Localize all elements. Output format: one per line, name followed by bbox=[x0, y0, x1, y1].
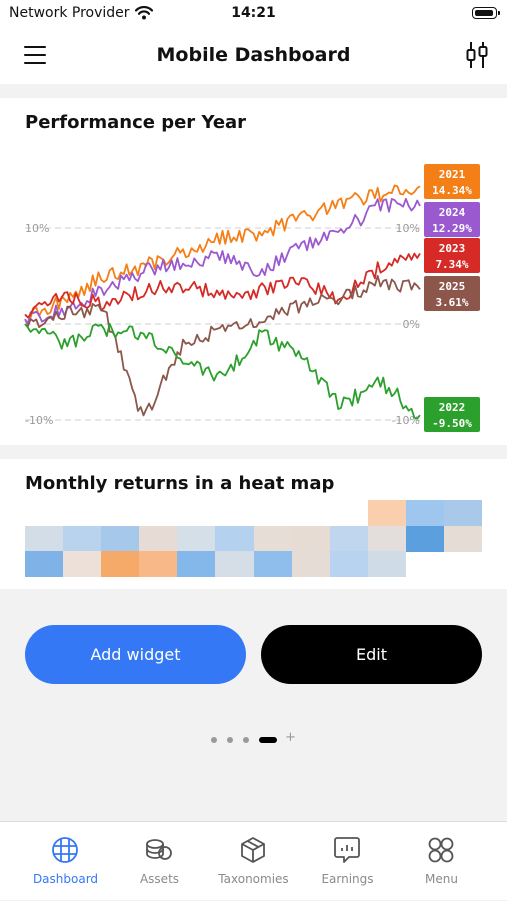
legend-year-2023: 2023 bbox=[439, 242, 466, 255]
heatmap-cell bbox=[63, 551, 102, 577]
heatmap-cell bbox=[367, 500, 407, 526]
performance-card[interactable]: Performance per Year 10% -10% 10% 0% -10% 202… bbox=[0, 98, 507, 445]
y-tick-label-left: 10% bbox=[25, 222, 49, 235]
series-line-2022 bbox=[24, 322, 421, 420]
heatmap-cell bbox=[443, 525, 483, 552]
heatmap-cell bbox=[139, 551, 178, 577]
legend-box-2021 bbox=[424, 164, 480, 199]
heatmap-cell bbox=[367, 551, 407, 577]
coins-icon bbox=[143, 834, 175, 866]
heatmap-cell bbox=[253, 525, 293, 552]
heatmap-cell bbox=[63, 525, 102, 552]
candlestick-icon[interactable] bbox=[464, 40, 490, 70]
series-line-2024 bbox=[24, 197, 421, 325]
series-line-2021 bbox=[24, 184, 421, 326]
heatmap-title: Monthly returns in a heat map bbox=[25, 473, 335, 494]
battery-icon bbox=[472, 7, 500, 19]
heatmap-cell bbox=[443, 500, 483, 526]
heatmap-cell bbox=[291, 551, 331, 577]
legend-year-2025: 2025 bbox=[439, 280, 466, 293]
status-bar: Network Provider 14:21 bbox=[0, 0, 507, 28]
performance-chart: 10% -10% 10% 0% -10% 2021 14.34% 2024 12.29% 2023… bbox=[24, 164, 480, 432]
legend-box-2023 bbox=[424, 238, 480, 273]
tab-bar: Dashboard Assets Taxonomies bbox=[0, 821, 507, 900]
four-circles-icon bbox=[425, 834, 457, 866]
tab-dashboard[interactable]: Dashboard bbox=[15, 822, 116, 901]
y-tick-label-right: 10% bbox=[396, 222, 420, 235]
tab-label: Earnings bbox=[321, 872, 374, 886]
page-indicator[interactable]: + bbox=[209, 730, 299, 747]
page-dot[interactable] bbox=[227, 737, 233, 743]
legend-value-2021: 14.34% bbox=[432, 184, 472, 197]
legend-value-2024: 12.29% bbox=[432, 222, 472, 235]
tab-label: Taxonomies bbox=[218, 872, 289, 886]
tab-label: Assets bbox=[139, 872, 180, 886]
wifi-icon bbox=[134, 5, 154, 24]
navigation-bar: Mobile Dashboard bbox=[0, 28, 507, 84]
legend-box-2022 bbox=[424, 397, 480, 432]
heatmap-cell bbox=[215, 551, 254, 577]
tab-menu[interactable]: Menu bbox=[391, 822, 492, 901]
legend-year-2024: 2024 bbox=[439, 206, 466, 219]
series-line-2023 bbox=[24, 252, 421, 319]
y-tick-label-right: -10% bbox=[392, 414, 420, 427]
y-tick-label-left: -10% bbox=[25, 414, 53, 427]
heatmap-cell bbox=[405, 500, 445, 526]
tab-assets[interactable]: Assets bbox=[109, 822, 210, 901]
heatmap-cell bbox=[329, 525, 369, 552]
tab-earnings[interactable]: Earnings bbox=[297, 822, 398, 901]
page-dot[interactable] bbox=[211, 737, 217, 743]
heatmap-cell bbox=[253, 551, 293, 577]
heatmap-cell bbox=[139, 525, 178, 552]
series-line-2025 bbox=[24, 275, 421, 417]
heatmap-cell bbox=[101, 525, 140, 552]
earnings-chat-icon bbox=[331, 834, 363, 866]
tab-label: Menu bbox=[425, 872, 458, 886]
heatmap-cell bbox=[405, 525, 445, 552]
cube-icon bbox=[237, 834, 269, 866]
heatmap-cell bbox=[329, 551, 369, 577]
performance-title: Performance per Year bbox=[25, 112, 247, 133]
heatmap-cell bbox=[291, 525, 331, 552]
heatmap-cell bbox=[367, 525, 407, 552]
tab-taxonomies[interactable]: Taxonomies bbox=[203, 822, 304, 901]
page-dot[interactable] bbox=[243, 737, 249, 743]
tab-label: Dashboard bbox=[32, 872, 99, 886]
hamburger-icon[interactable] bbox=[24, 46, 46, 64]
legend-box-2024 bbox=[424, 202, 480, 237]
clock: 14:21 bbox=[231, 5, 276, 21]
page-dot-active[interactable] bbox=[259, 737, 277, 743]
heatmap-cell bbox=[101, 551, 140, 577]
legend-year-2022: 2022 bbox=[439, 401, 466, 414]
grid-globe-icon bbox=[49, 834, 81, 866]
add-widget-button[interactable]: Add widget bbox=[25, 625, 246, 684]
legend-value-2023: 7.34% bbox=[435, 258, 468, 271]
heatmap-cell bbox=[25, 525, 64, 552]
heatmap-cell bbox=[177, 551, 216, 577]
legend-value-2022: -9.50% bbox=[432, 417, 472, 430]
add-page-icon[interactable]: + bbox=[285, 730, 296, 745]
heatmap-cell bbox=[177, 525, 216, 552]
page-title: Mobile Dashboard bbox=[156, 44, 351, 66]
y-tick-label-right: 0% bbox=[403, 318, 420, 331]
edit-button[interactable]: Edit bbox=[261, 625, 482, 684]
monthly-returns-heatmap bbox=[25, 500, 483, 577]
legend-year-2021: 2021 bbox=[439, 168, 466, 181]
heatmap-cell bbox=[25, 551, 64, 577]
legend-value-2025: 3.61% bbox=[435, 296, 468, 309]
carrier-name: Network Provider bbox=[9, 5, 130, 21]
heatmap-cell bbox=[215, 525, 254, 552]
legend-box-2025 bbox=[424, 276, 480, 311]
heatmap-card[interactable]: Monthly returns in a heat map bbox=[0, 459, 507, 589]
